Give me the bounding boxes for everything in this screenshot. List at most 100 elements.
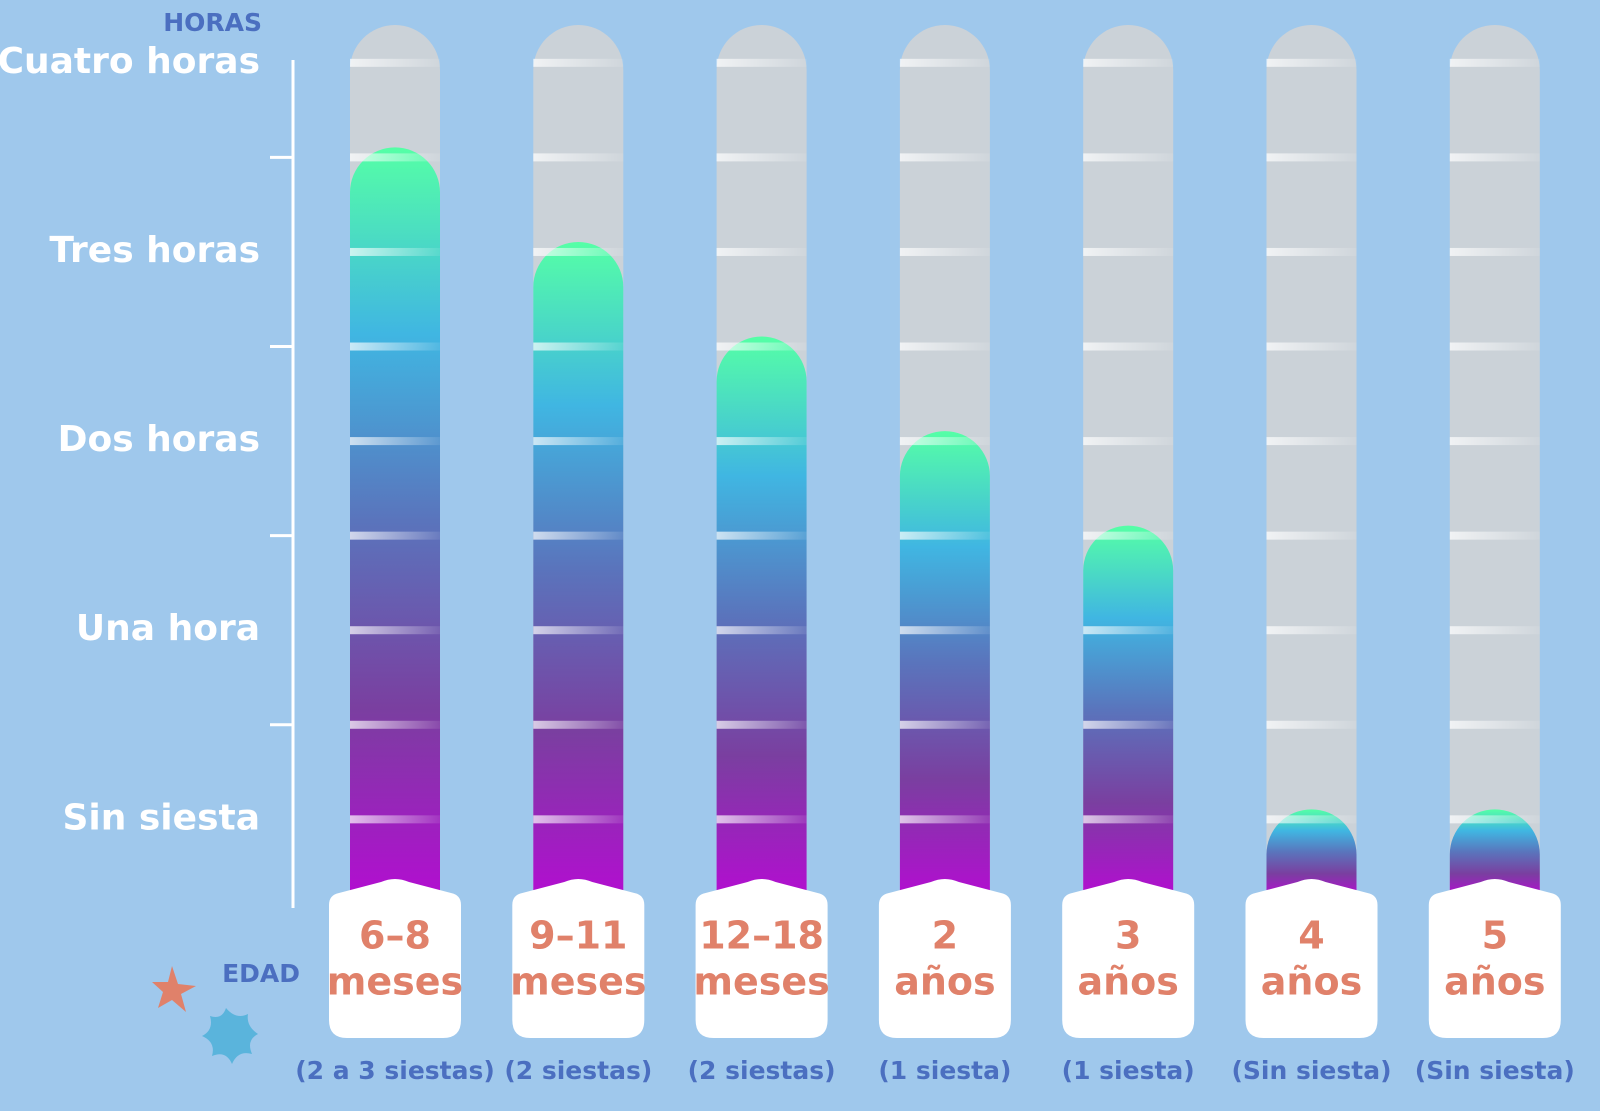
bar-stripe [533,153,624,162]
category-label: 4 [1298,914,1324,958]
bar-stripe [350,720,440,729]
bar-stripe [1449,626,1540,635]
category-note: (Sin siesta) [1231,1056,1391,1085]
bar-stripe [350,247,440,256]
bar-stripe [1083,815,1174,824]
category-label: meses [693,960,829,1004]
category-note: (2 siestas) [688,1056,836,1085]
category-card [329,879,461,1038]
bar [899,431,990,895]
y-tick-label: Tres horas [49,230,260,271]
bar-stripe [899,58,990,67]
bar-stripe [533,531,624,540]
bar-stripe [899,626,990,635]
bar [1449,809,1540,895]
bar-stripe [1266,153,1357,162]
bar-stripe [1449,58,1540,67]
bar-stripe [1449,720,1540,729]
bar-stripe [533,58,624,67]
bar-stripe [1083,153,1174,162]
bar-stripe [350,437,440,446]
blob-decoration [202,1008,258,1064]
bar [1266,809,1357,895]
bar-stripe [350,531,440,540]
category-note: (1 siesta) [878,1056,1011,1085]
y-tick-label: Sin siesta [62,797,260,838]
bar-stripe [716,342,807,351]
bar-stripe [533,720,624,729]
y-tick-label: Dos horas [58,419,260,460]
bar [716,336,807,896]
bar-stripe [1266,531,1357,540]
bar-stripe [1266,58,1357,67]
category-label: meses [327,960,463,1004]
bar-stripe [1083,531,1174,540]
category-note: (1 siesta) [1062,1056,1195,1085]
bar-track [1266,25,1357,896]
bar-stripe [1449,153,1540,162]
bar-stripe [533,815,624,824]
category-label: 6–8 [359,914,431,958]
bar-stripe [350,626,440,635]
bar-stripe [533,626,624,635]
category-card [512,879,645,1038]
category-note: (2 a 3 siestas) [295,1056,495,1085]
bar-stripe [1083,437,1174,446]
category-note: (Sin siesta) [1415,1056,1575,1085]
category-label: 12–18 [699,914,824,958]
bar-stripe [533,437,624,446]
bar-stripe [899,720,990,729]
bar-stripe [899,342,990,351]
bar-stripe [1083,247,1174,256]
category-label: años [894,960,995,1004]
bar-stripe [716,58,807,67]
category-label: 5 [1482,914,1508,958]
bar-stripe [1083,720,1174,729]
category-label: años [1077,960,1178,1004]
category-card [1428,879,1561,1038]
bar-stripe [899,531,990,540]
bar-stripe [1266,626,1357,635]
bar-stripe [716,153,807,162]
x-axis-label: EDAD [222,959,300,988]
category-label: 2 [932,914,958,958]
bar [350,147,440,896]
bar-stripe [350,815,440,824]
bar-stripe [350,58,440,67]
bar-stripe [1266,437,1357,446]
category-card [695,879,828,1038]
bar-stripe [899,247,990,256]
bar-stripe [350,342,440,351]
bar-stripe [716,626,807,635]
bar-stripe [1266,342,1357,351]
star-decoration [152,966,196,1012]
bar-stripe [716,437,807,446]
bar-stripe [1083,342,1174,351]
category-label: 9–11 [529,914,627,958]
bar [1083,525,1174,895]
bar-stripe [1266,247,1357,256]
bar-stripe [1449,437,1540,446]
category-card [1062,879,1195,1038]
y-axis-label: HORAS [163,8,262,37]
bar-stripe [1083,626,1174,635]
bar [533,241,624,895]
bar-stripe [1266,720,1357,729]
bar-stripe [1449,815,1540,824]
category-card [878,879,1011,1038]
bar-track [1449,25,1540,896]
bar-stripe [1449,531,1540,540]
bar-stripe [1266,815,1357,824]
bar-stripe [1449,247,1540,256]
category-label: 3 [1115,914,1141,958]
category-label: meses [510,960,646,1004]
bar-stripe [716,815,807,824]
category-note: (2 siestas) [504,1056,652,1085]
bar-stripe [899,815,990,824]
bar-stripe [533,247,624,256]
y-tick-label: Una hora [76,608,260,649]
bar-stripe [1449,342,1540,351]
bar-stripe [350,153,440,162]
bar-stripe [716,531,807,540]
